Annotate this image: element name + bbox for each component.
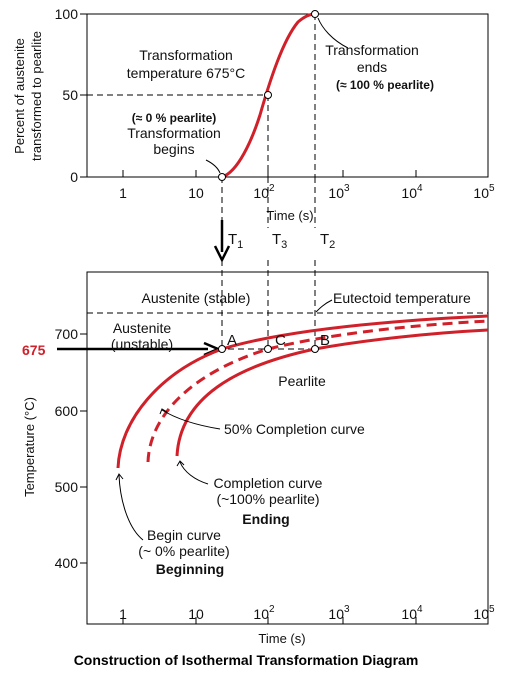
top-ylabel-line2: transformed to pearlite [29,31,44,161]
bottom-xtick-label: 10 [188,606,204,622]
fifty-percent-curve [146,319,489,463]
arrowhead-icon [115,473,124,481]
begin-curve-label-1: Begin curve [147,527,221,543]
point-transformation-ends [311,10,319,18]
begin-curve-leader [118,474,144,541]
top-ylabel-line1: Percent of austenite [12,38,27,154]
bottom-ytick-label: 400 [55,555,79,571]
t-markers: T1 T3 T2 [213,220,335,263]
ending-label: Ending [242,511,289,527]
arrowhead-icon [159,408,168,415]
top-ytick-label: 100 [55,6,79,22]
bottom-chart: 700 600 500 400 675 Temperature (°C) 1 1… [22,260,495,646]
t1-label: T1 [228,231,243,251]
top-xlabel: Time (s) [266,208,313,223]
top-xtick-label: 1 [119,185,127,201]
eutectoid-leader [315,299,333,313]
point-fifty-percent [264,91,272,99]
top-chart: 0 50 100 1 10 102 103 104 105 Time (s) P… [12,6,495,230]
completion-label-2: (~100% pearlite) [216,491,319,507]
completion-label-1: Completion curve [214,475,323,491]
bottom-xtick-label: 104 [401,604,423,622]
point-a [218,345,226,353]
austenite-unstable-label-1: Austenite [113,320,172,336]
transformation-s-curve [221,12,316,179]
point-transformation-begins [218,173,226,181]
temp-675-label: 675 [22,342,46,358]
top-xtick-label: 102 [253,183,275,201]
ends-label-3: (≈ 100 % pearlite) [336,78,434,92]
begin-curve-label-2: (~ 0% pearlite) [138,543,229,559]
top-ytick-label: 50 [62,87,78,103]
begins-label-2: Transformation [127,125,221,141]
completion-leader [179,461,209,485]
top-xticks [122,170,489,177]
ends-label-1: Transformation [325,42,419,58]
begins-label-1: (≈ 0 % pearlite) [132,111,217,125]
bottom-xlabel: Time (s) [258,631,305,646]
begins-leader [205,159,221,174]
t3-label: T3 [272,231,287,251]
figure-caption: Construction of Isothermal Transformatio… [74,652,419,668]
t2-label: T2 [320,231,335,251]
transformation-temp-label-1: Transformation [139,47,233,63]
bottom-ylabel: Temperature (°C) [22,397,37,497]
top-xtick-label: 105 [473,183,495,201]
fifty-curve-leader [161,409,221,430]
bottom-xticks [122,617,489,624]
bottom-ytick-label: 600 [55,403,79,419]
bottom-plot-frame [86,271,489,625]
point-c-label: C [275,332,286,349]
bottom-xtick-label: 102 [253,604,275,622]
bottom-xtick-label: 105 [473,604,495,622]
austenite-unstable-label-2: (unstable) [111,336,173,352]
top-xtick-label: 103 [328,183,350,201]
bottom-ytick-label: 500 [55,479,79,495]
begins-label-3: begins [153,141,194,157]
point-b-label: B [320,332,330,349]
austenite-stable-label: Austenite (stable) [142,290,251,306]
point-a-label: A [227,332,237,349]
fifty-curve-label: 50% Completion curve [224,421,365,437]
begin-curve [116,314,489,469]
top-ytick-label: 0 [70,169,78,185]
bottom-xtick-label: 103 [328,604,350,622]
pearlite-label: Pearlite [278,373,326,389]
top-xtick-label: 10 [188,185,204,201]
eutectoid-label: Eutectoid temperature [333,290,471,306]
bottom-ytick-label: 700 [55,326,79,342]
top-xtick-label: 104 [401,183,423,201]
point-b [311,345,319,353]
transformation-temp-label-2: temperature 675°C [127,65,245,81]
bottom-xtick-label: 1 [119,606,127,622]
arrowhead-icon [176,460,185,467]
ends-leader [317,17,349,49]
point-c [264,345,272,353]
beginning-label: Beginning [156,561,224,577]
ends-label-2: ends [357,59,387,75]
